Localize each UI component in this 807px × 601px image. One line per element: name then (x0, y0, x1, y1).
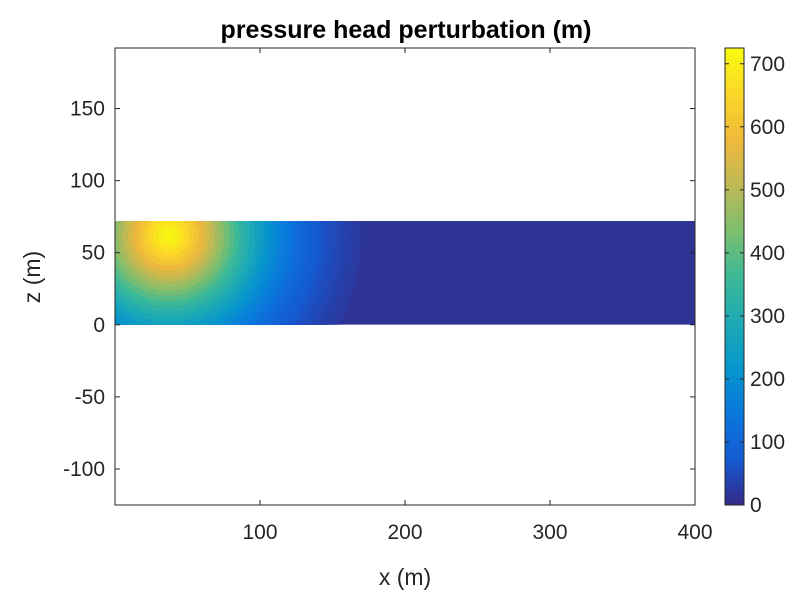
colorbar (724, 47, 745, 506)
colorbar-tick-label: 700 (750, 53, 785, 76)
colorbar-tick-label: 500 (750, 179, 785, 202)
y-tick-label: 0 (93, 314, 105, 337)
x-tick-label: 400 (677, 521, 712, 544)
x-tick-label: 300 (532, 521, 567, 544)
y-tick-label: -50 (75, 386, 105, 409)
field-contour (168, 234, 170, 236)
colorbar-tick-label: 100 (750, 431, 785, 454)
y-tick-label: 50 (82, 242, 105, 265)
colorbar-tick-label: 200 (750, 368, 785, 391)
chart-title: pressure head perturbation (m) (221, 16, 592, 44)
y-tick-label: 150 (70, 98, 105, 121)
y-axis-ticks: -100 -50 0 50 100 150 (63, 98, 695, 481)
colorbar-tick-label: 400 (750, 242, 785, 265)
y-axis-label: z (m) (19, 251, 45, 303)
colorbar-tick-label: 300 (750, 305, 785, 328)
colorbar-tick-label: 600 (750, 116, 785, 139)
x-axis-label: x (m) (379, 564, 431, 590)
x-tick-label: 200 (387, 521, 422, 544)
colorbar-ticks: 0 100 200 300 400 500 600 700 (725, 53, 785, 517)
colorbar-tick-label: 0 (750, 494, 762, 517)
x-axis-ticks: 100 200 300 400 (242, 48, 713, 544)
y-tick-label: -100 (63, 458, 105, 481)
y-tick-label: 100 (70, 170, 105, 193)
pressure-field (115, 220, 695, 325)
x-tick-label: 100 (242, 521, 277, 544)
